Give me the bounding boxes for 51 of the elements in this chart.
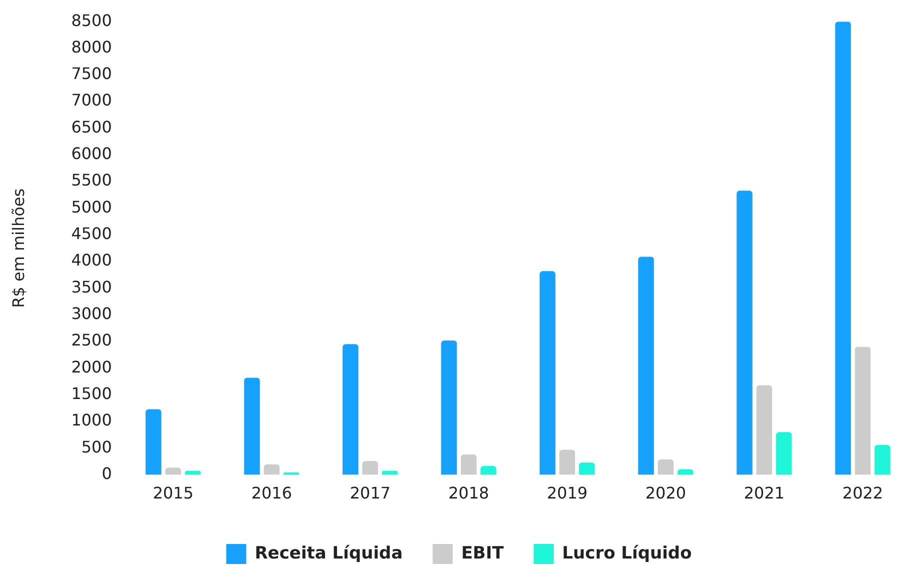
y-tick-label: 1500 — [71, 384, 112, 403]
bar — [579, 462, 595, 475]
bar — [638, 256, 654, 475]
x-tick-label: 2021 — [744, 484, 785, 503]
y-tick-label: 0 — [102, 464, 112, 483]
y-tick-label: 2000 — [71, 357, 112, 376]
y-tick-label: 500 — [81, 437, 112, 456]
legend-label: Lucro Líquido — [562, 543, 692, 564]
bar — [776, 432, 792, 475]
y-tick-label: 6000 — [71, 144, 112, 164]
x-tick-label: 2020 — [645, 484, 686, 503]
y-tick-label: 1000 — [71, 410, 112, 430]
y-tick-label: 3000 — [71, 304, 112, 324]
bar — [165, 468, 182, 475]
bar — [678, 469, 694, 475]
bar — [264, 464, 280, 475]
y-tick-label: 7000 — [71, 90, 112, 110]
bar — [540, 271, 556, 475]
y-tick-label: 5000 — [71, 197, 112, 216]
bar — [480, 466, 496, 475]
y-tick-label: 8000 — [71, 37, 112, 56]
x-tick-label: 2018 — [448, 484, 490, 503]
bar — [244, 378, 260, 475]
bar — [835, 22, 851, 475]
x-tick-label: 2022 — [842, 484, 884, 503]
legend-label: Receita Líquida — [254, 543, 403, 564]
bar — [559, 450, 576, 475]
bar — [874, 444, 890, 475]
bar — [658, 459, 674, 475]
x-tick-label: 2019 — [546, 484, 588, 503]
bar — [362, 460, 378, 475]
y-tick-label: 4500 — [71, 224, 112, 244]
y-tick-label: 6500 — [71, 117, 112, 136]
bar — [854, 346, 871, 475]
legend-label: EBIT — [461, 543, 504, 564]
bar — [342, 344, 358, 475]
x-tick-label: 2015 — [152, 484, 194, 503]
x-tick-label: 2016 — [251, 484, 292, 503]
y-tick-label: 2500 — [71, 330, 112, 350]
y-tick-label: 8500 — [71, 10, 112, 30]
y-axis-title: R$ em milhões — [8, 188, 28, 308]
bar — [756, 385, 772, 475]
bar — [736, 190, 752, 475]
y-tick-label: 5500 — [71, 170, 112, 190]
bar — [441, 340, 457, 475]
y-tick-label: 7500 — [71, 64, 112, 84]
y-tick-label: 3500 — [71, 277, 112, 296]
bar — [460, 454, 477, 475]
y-tick-label: 4000 — [71, 250, 112, 270]
bar — [146, 409, 162, 475]
x-tick-label: 2017 — [350, 484, 391, 503]
